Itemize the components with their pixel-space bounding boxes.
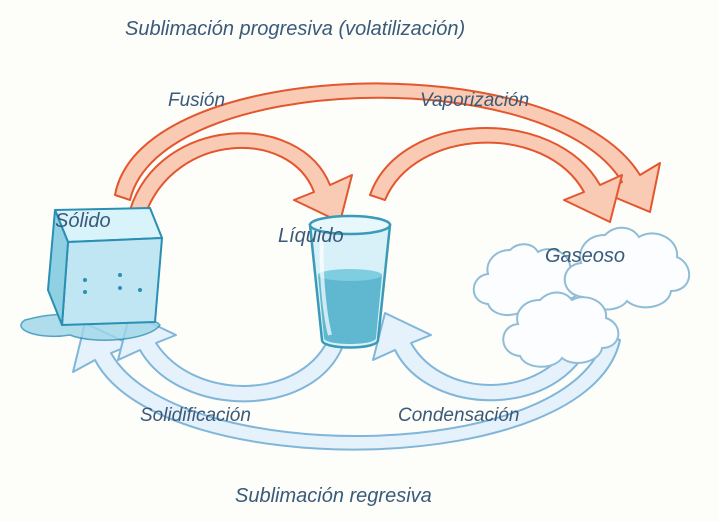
title-sublimacion-regresiva: Sublimación regresiva [235,485,432,508]
label-fusion: Fusión [168,90,225,112]
label-liquido: Líquido [278,225,344,248]
label-gaseoso: Gaseoso [545,245,625,268]
label-condensacion: Condensación [398,405,519,427]
label-vaporizacion: Vaporización [420,90,529,112]
label-solido: Sólido [55,210,111,233]
title-sublimacion-progresiva: Sublimación progresiva (volatilización) [125,18,465,41]
diagram-stage: Sublimación progresiva (volatilización) … [0,0,719,522]
label-solidificacion: Solidificación [140,405,251,427]
